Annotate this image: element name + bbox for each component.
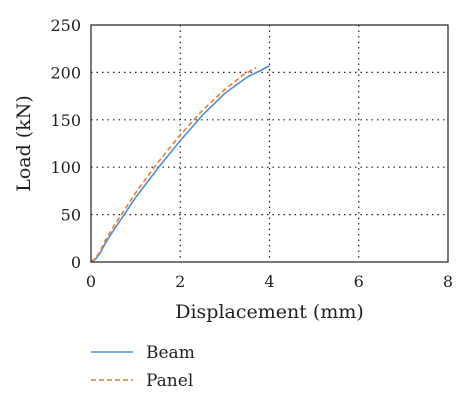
y-tick-labels: 0 50 100 150 200 250 (50, 16, 81, 272)
x-tick-labels: 0 2 4 6 8 (86, 272, 453, 291)
y-tick-label: 200 (50, 63, 81, 82)
grid-lines (91, 25, 448, 262)
y-tick-label: 150 (50, 111, 81, 130)
plot-frame (90, 24, 449, 263)
x-tick-label: 8 (443, 272, 453, 291)
x-tick-label: 2 (175, 272, 185, 291)
y-axis-label: Load (kN) (13, 95, 35, 192)
x-tick-label: 6 (354, 272, 364, 291)
legend-label-panel: Panel (146, 371, 193, 391)
x-tick-label: 4 (264, 272, 274, 291)
legend: Beam Panel (91, 343, 195, 391)
y-tick-label: 100 (50, 158, 81, 177)
x-tick-label: 0 (86, 272, 96, 291)
y-tick-label: 50 (61, 206, 81, 225)
series-line-beam (90, 65, 270, 263)
series-lines (90, 65, 270, 263)
y-tick-label: 250 (50, 16, 81, 35)
x-axis-label: Displacement (mm) (175, 301, 364, 323)
legend-label-beam: Beam (146, 343, 195, 363)
y-tick-label: 0 (71, 253, 81, 272)
series-line-panel (90, 66, 257, 263)
